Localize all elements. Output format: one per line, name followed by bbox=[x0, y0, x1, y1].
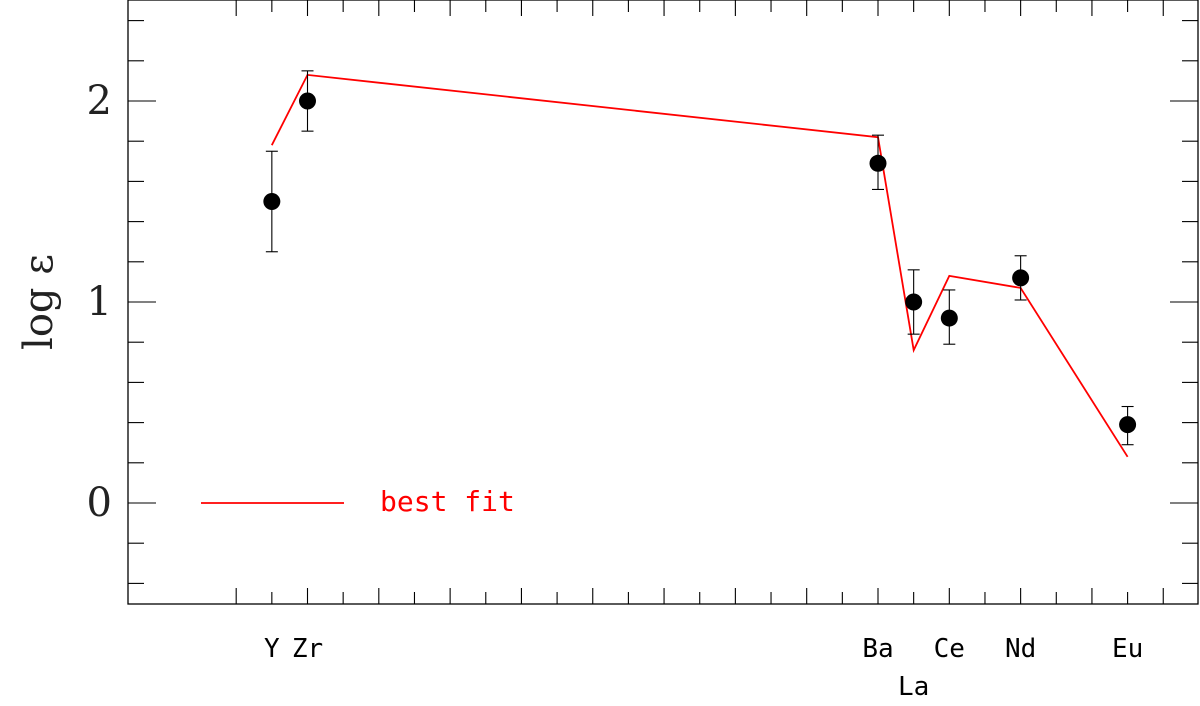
data-point-nd bbox=[1012, 255, 1030, 301]
x-tick-label-y: Y bbox=[264, 634, 280, 664]
y-tick-label: 0 bbox=[87, 480, 112, 526]
x-tick-label-ce: Ce bbox=[934, 634, 965, 664]
data-point-la bbox=[905, 269, 923, 335]
data-point-zr bbox=[299, 70, 316, 132]
tick-marks bbox=[128, 0, 1198, 604]
marker bbox=[263, 193, 281, 210]
data-point-eu bbox=[1119, 405, 1137, 446]
marker bbox=[1012, 269, 1030, 287]
marker bbox=[1119, 416, 1137, 434]
marker bbox=[905, 293, 923, 311]
plot-frame bbox=[127, 0, 1199, 605]
legend: best fit bbox=[201, 485, 515, 518]
marker bbox=[940, 309, 958, 327]
legend-label: best fit bbox=[380, 485, 515, 518]
best-fit-line bbox=[270, 73, 1129, 458]
x-tick-label-ba: Ba bbox=[862, 634, 893, 664]
x-tick-label-nd: Nd bbox=[1005, 634, 1036, 664]
data-point-y bbox=[263, 150, 281, 253]
marker bbox=[299, 92, 316, 110]
data-point-ba bbox=[869, 134, 887, 190]
y-axis-label: log ε bbox=[16, 254, 62, 350]
y-tick-label: 1 bbox=[87, 279, 112, 325]
x-tick-label-zr: Zr bbox=[292, 634, 323, 664]
marker bbox=[869, 154, 887, 172]
data-point-ce bbox=[940, 289, 958, 345]
y-tick-label: 2 bbox=[87, 78, 112, 124]
data-layer bbox=[263, 70, 1137, 458]
x-tick-label-la: La bbox=[898, 672, 929, 702]
x-tick-label-eu: Eu bbox=[1112, 634, 1143, 664]
